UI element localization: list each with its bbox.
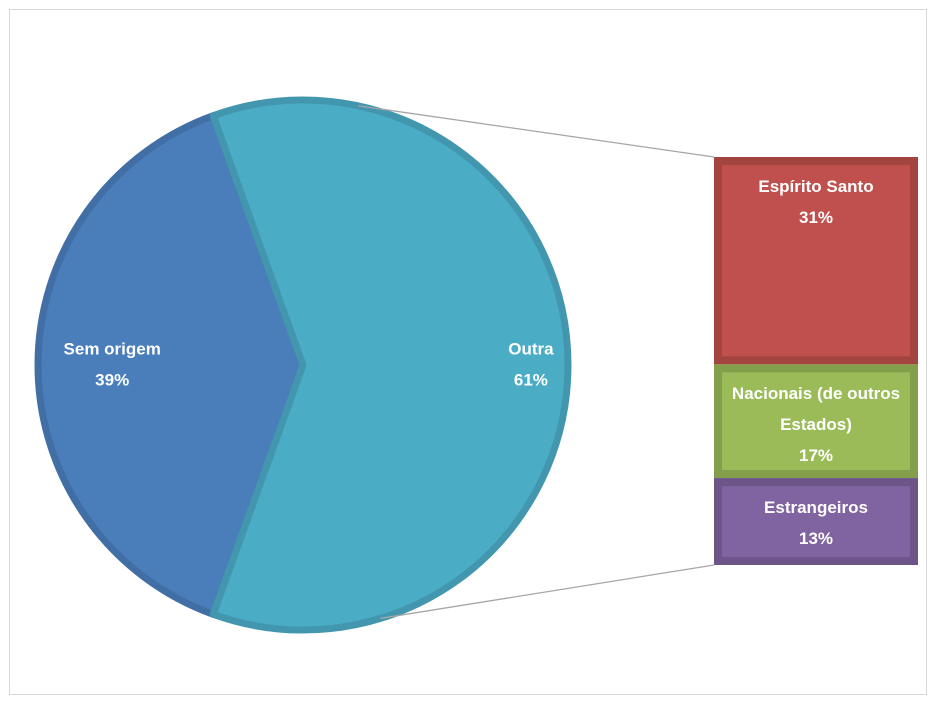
slice-label: Sem origem bbox=[64, 339, 161, 358]
bar-segment bbox=[714, 478, 918, 566]
bar-category-label: Estrangeiros bbox=[764, 498, 868, 518]
bar-segment bbox=[714, 364, 918, 479]
bar-value-label: 13% bbox=[798, 529, 834, 549]
bar-value-label: 31% bbox=[798, 208, 834, 227]
bar-value-label: 17% bbox=[798, 446, 834, 466]
pie-slice bbox=[34, 112, 307, 618]
connector-line bbox=[358, 105, 715, 158]
bar-label: Estrangeiros 13% bbox=[721, 492, 911, 554]
bar-segment bbox=[714, 157, 918, 365]
bar-label: Nacionais (de outros Estados) 17% bbox=[721, 378, 911, 471]
bar-label: Espírito Santo 31% bbox=[721, 171, 911, 233]
bar-category-label: Espírito Santo bbox=[758, 177, 874, 196]
connector-line bbox=[380, 564, 715, 620]
slice-value-label: 39% bbox=[95, 370, 129, 389]
bar-category-label: Nacionais (de outros Estados) bbox=[731, 384, 901, 435]
slice-value-label: 61% bbox=[514, 370, 548, 389]
slice-label: Outra bbox=[508, 339, 554, 358]
